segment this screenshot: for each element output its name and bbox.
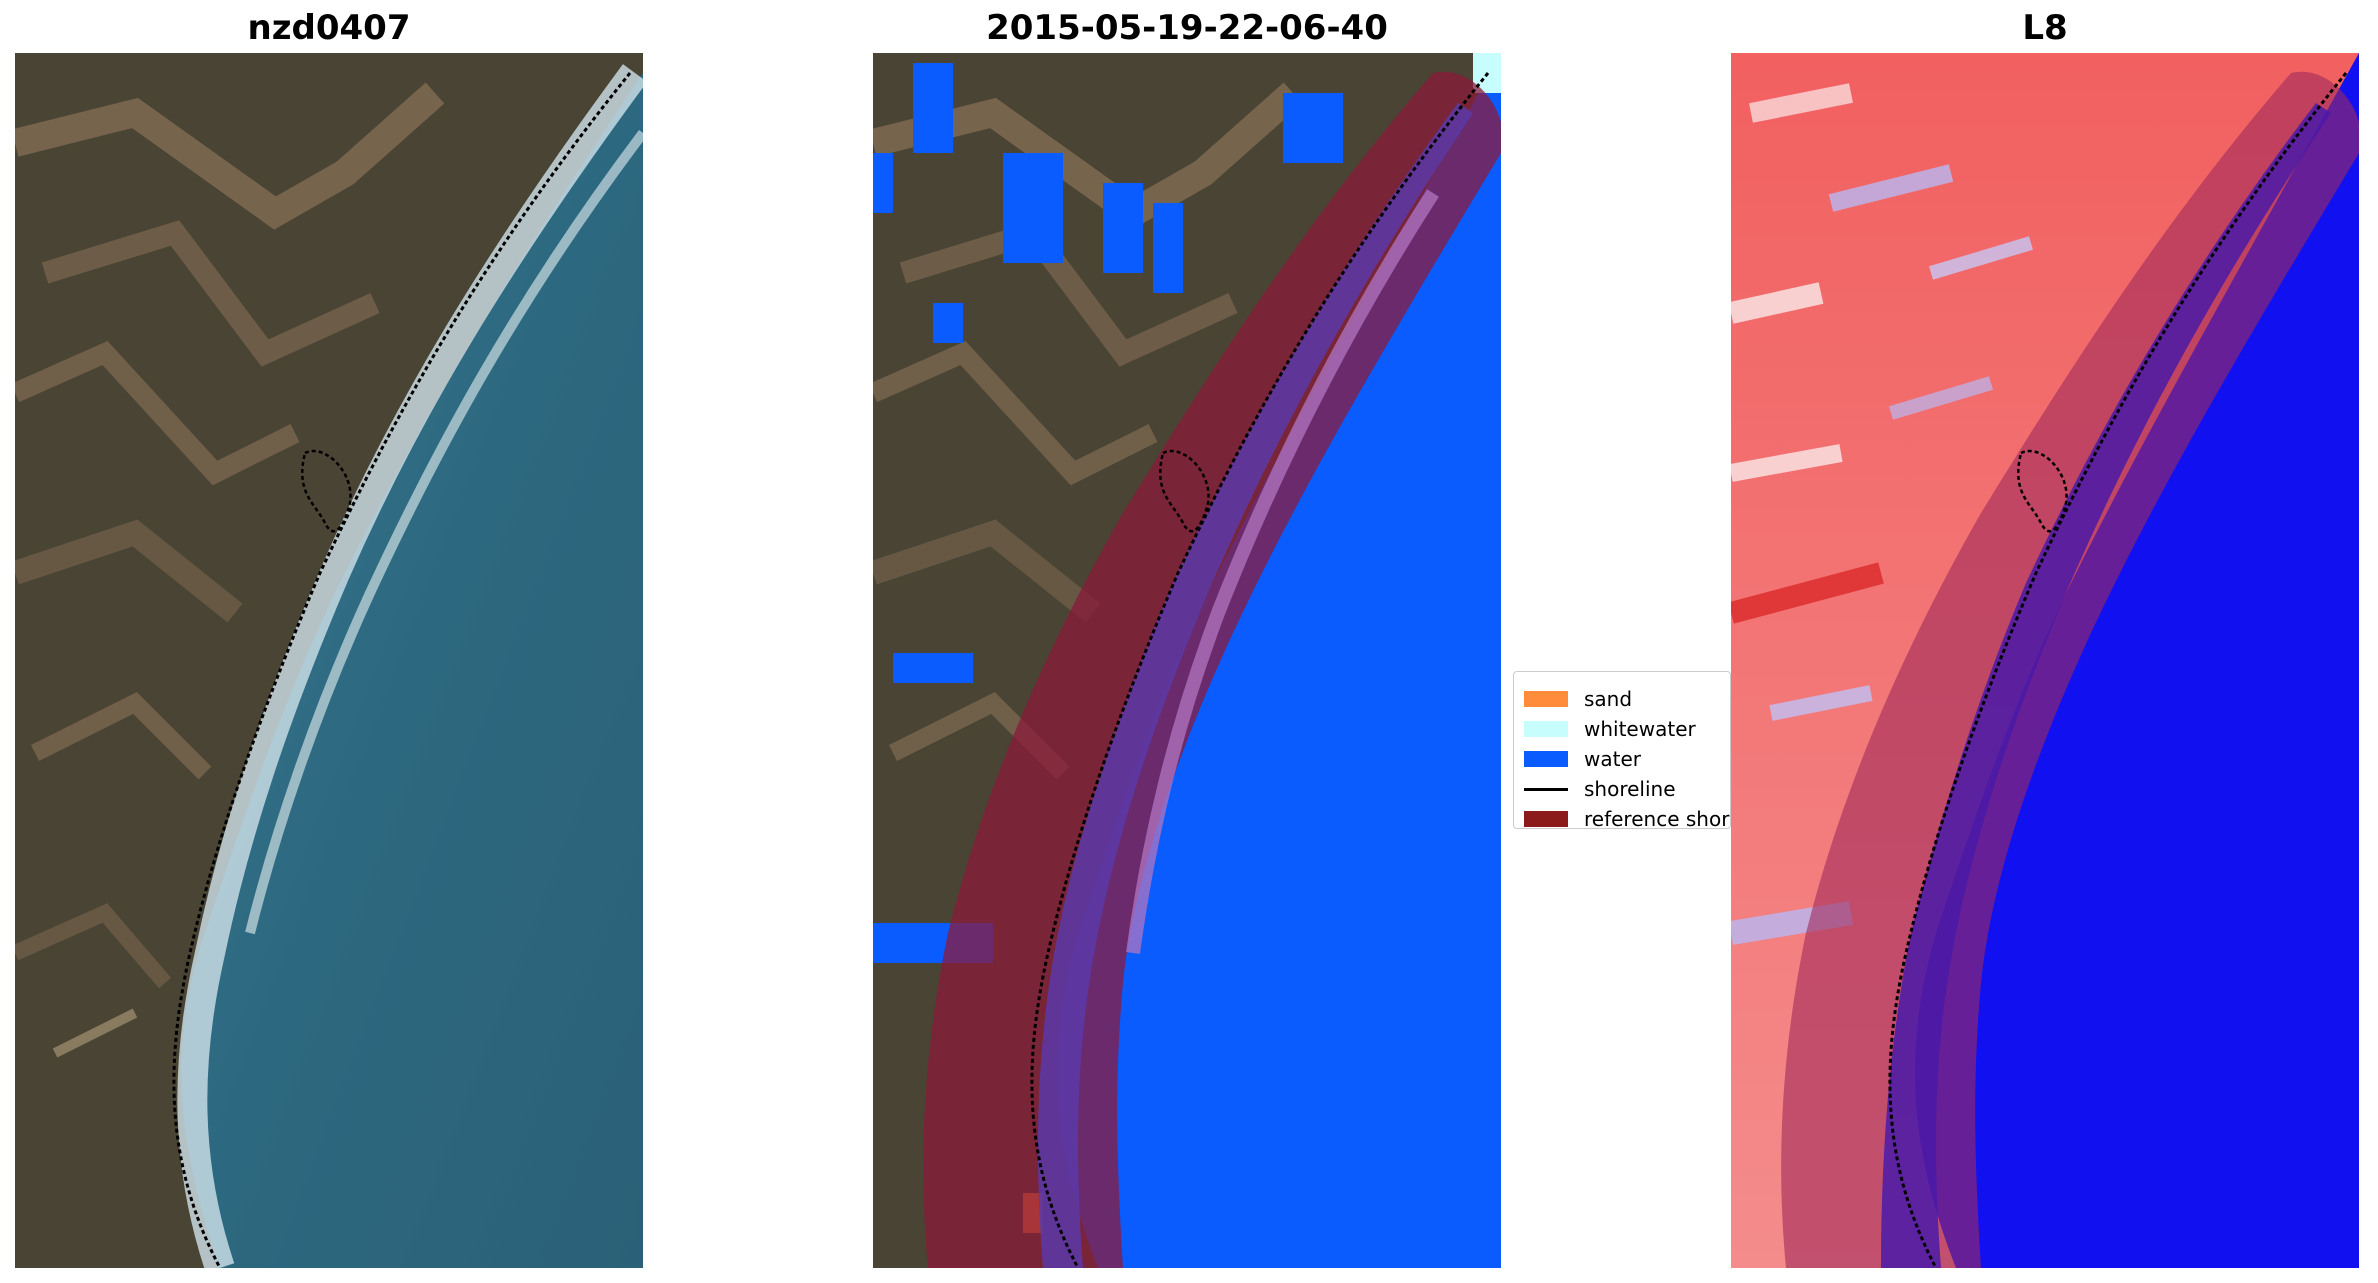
legend-item-shoreline: shoreline — [1524, 774, 1676, 804]
legend-label-reference-shoreline: reference shoreline buffer — [1584, 807, 1730, 829]
legend-label-sand: sand — [1584, 687, 1633, 711]
classification-image — [873, 53, 1501, 1268]
index-image — [1731, 53, 2359, 1268]
classification-panel — [873, 53, 1501, 1268]
rgb-image-panel — [15, 53, 643, 1268]
index-panel — [1731, 53, 2359, 1268]
shoreline-line-icon — [1524, 787, 1568, 791]
whitewater-swatch-icon — [1524, 721, 1568, 737]
water-swatch-icon — [1524, 751, 1568, 767]
legend-item-sand: sand — [1524, 684, 1632, 714]
sand-swatch-icon — [1524, 691, 1568, 707]
legend-item-reference-shoreline: reference shoreline buffer — [1524, 804, 1730, 829]
legend: sand whitewater water shoreline referenc… — [1513, 671, 1731, 829]
panel-title-rgb: nzd0407 — [247, 8, 411, 48]
legend-label-whitewater: whitewater — [1584, 717, 1696, 741]
reference-buffer-swatch-icon — [1524, 811, 1568, 827]
panel-title-index: L8 — [2022, 8, 2068, 48]
legend-label-water: water — [1584, 747, 1641, 771]
rgb-image — [15, 53, 643, 1268]
legend-label-shoreline: shoreline — [1584, 777, 1676, 801]
panel-title-classification: 2015-05-19-22-06-40 — [986, 8, 1388, 48]
legend-item-whitewater: whitewater — [1524, 714, 1696, 744]
legend-item-water: water — [1524, 744, 1641, 774]
